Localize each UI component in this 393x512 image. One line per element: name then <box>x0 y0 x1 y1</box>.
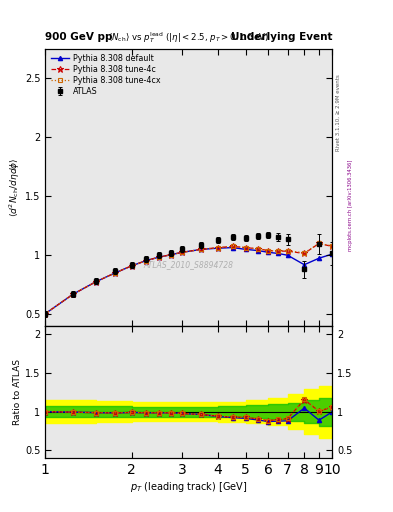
X-axis label: $p_T$ (leading track) [GeV]: $p_T$ (leading track) [GeV] <box>130 480 247 494</box>
Pythia 8.308 tune-4c <box>199 246 204 252</box>
Pythia 8.308 tune-4c <box>169 251 174 258</box>
Pythia 8.308 tune-4c <box>285 248 290 254</box>
Pythia 8.308 tune-4cx <box>112 270 117 276</box>
Pythia 8.308 tune-4cx <box>266 247 271 253</box>
Text: mcplots.cern.ch [arXiv:1306.3436]: mcplots.cern.ch [arXiv:1306.3436] <box>348 159 353 250</box>
Pythia 8.308 default <box>255 247 260 253</box>
Pythia 8.308 tune-4c <box>330 243 334 249</box>
Pythia 8.308 tune-4cx <box>285 247 290 253</box>
Pythia 8.308 default <box>157 254 162 260</box>
Pythia 8.308 tune-4c <box>144 258 149 264</box>
Pythia 8.308 tune-4c <box>180 249 184 255</box>
Pythia 8.308 tune-4c <box>129 263 134 269</box>
Pythia 8.308 default <box>266 249 271 255</box>
Pythia 8.308 default <box>199 246 204 252</box>
Pythia 8.308 tune-4cx <box>180 249 184 255</box>
Line: Pythia 8.308 tune-4c: Pythia 8.308 tune-4c <box>42 240 335 317</box>
Line: Pythia 8.308 default: Pythia 8.308 default <box>43 246 334 316</box>
Y-axis label: $\langle d^2N_{\rm ch}/d\eta d\phi\rangle$: $\langle d^2N_{\rm ch}/d\eta d\phi\rangl… <box>7 158 22 217</box>
Pythia 8.308 tune-4cx <box>330 243 334 249</box>
Text: $\langle N_{\rm ch}\rangle$ vs $p_T^{\rm lead}$ ($|\eta|<2.5$, $p_T>0.1$ GeV): $\langle N_{\rm ch}\rangle$ vs $p_T^{\rm… <box>108 30 269 45</box>
Pythia 8.308 tune-4cx <box>129 263 134 269</box>
Pythia 8.308 tune-4cx <box>255 246 260 252</box>
Pythia 8.308 tune-4c <box>43 311 48 317</box>
Pythia 8.308 default <box>94 279 98 285</box>
Pythia 8.308 default <box>180 249 184 255</box>
Pythia 8.308 tune-4cx <box>169 251 174 258</box>
Pythia 8.308 tune-4c <box>243 245 248 251</box>
Pythia 8.308 tune-4cx <box>71 291 75 297</box>
Pythia 8.308 tune-4cx <box>199 246 204 252</box>
Pythia 8.308 tune-4c <box>317 241 321 247</box>
Pythia 8.308 tune-4c <box>216 245 220 251</box>
Pythia 8.308 default <box>330 251 334 257</box>
Text: Rivet 3.1.10, ≥ 2.9M events: Rivet 3.1.10, ≥ 2.9M events <box>336 74 341 151</box>
Pythia 8.308 tune-4c <box>276 248 281 254</box>
Pythia 8.308 tune-4cx <box>94 279 98 285</box>
Pythia 8.308 tune-4cx <box>302 250 307 256</box>
Pythia 8.308 default <box>112 270 117 276</box>
Line: Pythia 8.308 tune-4cx: Pythia 8.308 tune-4cx <box>43 241 334 316</box>
Pythia 8.308 default <box>230 245 235 251</box>
Pythia 8.308 default <box>285 252 290 259</box>
Text: 900 GeV pp: 900 GeV pp <box>45 32 113 41</box>
Legend: Pythia 8.308 default, Pythia 8.308 tune-4c, Pythia 8.308 tune-4cx, ATLAS: Pythia 8.308 default, Pythia 8.308 tune-… <box>48 51 163 99</box>
Pythia 8.308 tune-4c <box>302 250 307 257</box>
Pythia 8.308 default <box>302 262 307 268</box>
Pythia 8.308 default <box>71 291 75 297</box>
Pythia 8.308 default <box>216 245 220 251</box>
Pythia 8.308 default <box>169 251 174 258</box>
Pythia 8.308 default <box>243 246 248 252</box>
Pythia 8.308 tune-4cx <box>216 245 220 251</box>
Pythia 8.308 default <box>317 255 321 261</box>
Pythia 8.308 tune-4cx <box>317 241 321 247</box>
Pythia 8.308 default <box>43 311 48 317</box>
Pythia 8.308 tune-4c <box>112 270 117 276</box>
Pythia 8.308 tune-4cx <box>144 258 149 264</box>
Pythia 8.308 tune-4c <box>157 254 162 260</box>
Pythia 8.308 tune-4c <box>255 246 260 252</box>
Text: Underlying Event: Underlying Event <box>231 32 332 41</box>
Pythia 8.308 tune-4cx <box>230 243 235 249</box>
Pythia 8.308 default <box>129 263 134 269</box>
Pythia 8.308 tune-4c <box>266 247 271 253</box>
Pythia 8.308 tune-4cx <box>243 245 248 251</box>
Y-axis label: Ratio to ATLAS: Ratio to ATLAS <box>13 359 22 425</box>
Pythia 8.308 tune-4c <box>230 243 235 249</box>
Pythia 8.308 tune-4cx <box>276 248 281 254</box>
Pythia 8.308 tune-4cx <box>157 254 162 260</box>
Pythia 8.308 default <box>144 258 149 264</box>
Pythia 8.308 default <box>276 250 281 257</box>
Pythia 8.308 tune-4c <box>94 279 98 285</box>
Text: ATLAS_2010_S8894728: ATLAS_2010_S8894728 <box>143 261 234 269</box>
Pythia 8.308 tune-4c <box>71 291 75 297</box>
Pythia 8.308 tune-4cx <box>43 311 48 317</box>
